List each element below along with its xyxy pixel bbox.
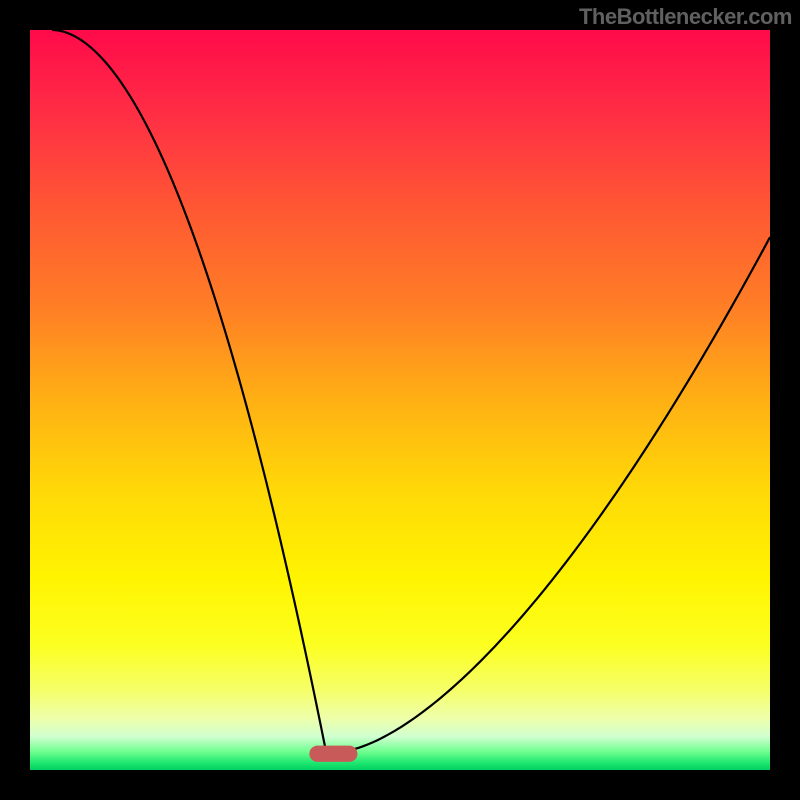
- chart-container: TheBottlenecker.com: [0, 0, 800, 800]
- plot-area: [30, 30, 770, 770]
- gradient-background: [30, 30, 770, 770]
- watermark-text: TheBottlenecker.com: [579, 4, 792, 30]
- apex-marker: [309, 746, 357, 762]
